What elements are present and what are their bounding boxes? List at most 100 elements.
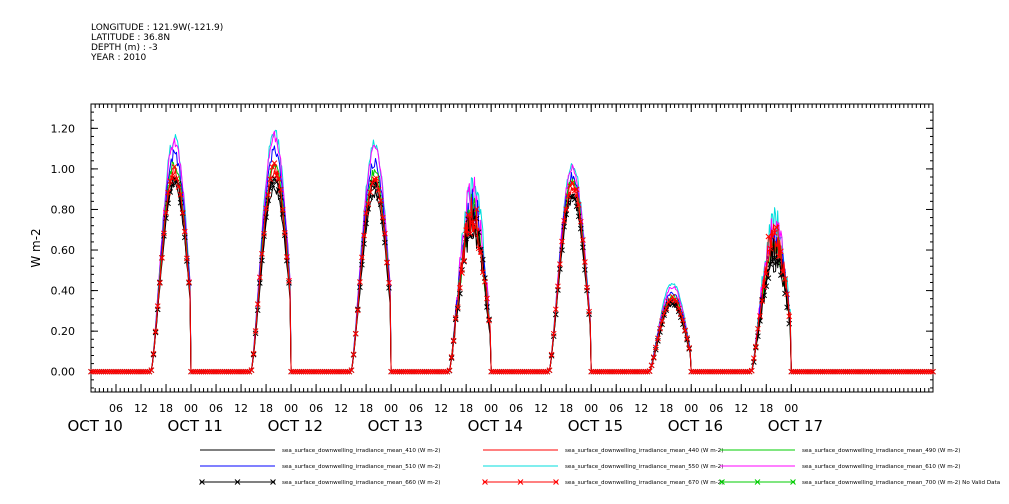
x-hour-label: 06 bbox=[509, 402, 523, 415]
series-marker bbox=[525, 368, 532, 375]
series-marker bbox=[398, 368, 405, 375]
series-marker bbox=[500, 368, 507, 375]
series-marker bbox=[771, 254, 778, 261]
series-marker bbox=[484, 304, 490, 310]
series-marker bbox=[363, 210, 369, 217]
x-hour-label: 06 bbox=[309, 402, 323, 415]
series-marker bbox=[855, 368, 861, 375]
series-marker bbox=[523, 368, 530, 375]
series-marker bbox=[796, 368, 803, 375]
series-marker bbox=[636, 368, 642, 375]
series-marker bbox=[788, 368, 795, 375]
series-marker bbox=[190, 368, 196, 375]
series-marker bbox=[548, 351, 555, 358]
series-marker bbox=[202, 368, 209, 375]
series-marker bbox=[479, 269, 486, 276]
series-line-4 bbox=[91, 145, 933, 373]
series-marker bbox=[409, 368, 415, 375]
series-marker bbox=[663, 305, 670, 312]
series-marker bbox=[486, 317, 492, 324]
series-marker bbox=[571, 196, 578, 203]
y-tick-label: 0.60 bbox=[51, 244, 76, 257]
series-marker bbox=[231, 368, 238, 375]
series-marker bbox=[769, 233, 776, 240]
series-marker bbox=[313, 368, 319, 375]
series-marker bbox=[732, 368, 738, 375]
series-marker bbox=[123, 368, 130, 375]
series-marker bbox=[550, 330, 557, 337]
x-hour-label: 18 bbox=[259, 402, 273, 415]
series-marker bbox=[811, 368, 818, 375]
series-marker bbox=[206, 368, 213, 375]
series-marker bbox=[417, 368, 424, 375]
series-marker bbox=[863, 368, 870, 375]
series-marker bbox=[900, 368, 907, 375]
series-marker bbox=[482, 278, 488, 285]
series-marker bbox=[573, 186, 580, 193]
series-marker bbox=[696, 368, 703, 375]
y-tick-label: 0.80 bbox=[51, 203, 76, 216]
x-day-label: OCT 14 bbox=[468, 417, 523, 435]
legend-marker bbox=[482, 479, 488, 485]
series-marker bbox=[379, 214, 386, 221]
series-marker bbox=[859, 368, 865, 375]
series-marker bbox=[867, 368, 874, 375]
x-hour-label: 06 bbox=[209, 402, 223, 415]
series-marker bbox=[917, 368, 924, 375]
series-marker bbox=[304, 368, 311, 375]
series-marker bbox=[905, 368, 911, 375]
series-marker bbox=[436, 368, 442, 375]
series-marker bbox=[750, 355, 757, 362]
series-marker bbox=[369, 180, 376, 187]
series-line-3 bbox=[91, 161, 933, 373]
series-marker bbox=[888, 368, 895, 375]
series-line-8 bbox=[91, 162, 933, 373]
series-marker bbox=[121, 368, 128, 375]
y-tick-label: 1.20 bbox=[51, 122, 76, 135]
series-marker bbox=[857, 368, 863, 375]
series-marker bbox=[719, 368, 726, 375]
series-marker bbox=[471, 223, 478, 230]
x-day-label: OCT 10 bbox=[68, 417, 123, 435]
series-marker bbox=[717, 368, 724, 375]
series-marker bbox=[669, 293, 676, 300]
legend-marker bbox=[234, 479, 241, 485]
legend-label-6: sea_surface_downwelling_irradiance_mean_… bbox=[802, 464, 960, 470]
series-marker bbox=[284, 254, 290, 260]
legend-label-3: sea_surface_downwelling_irradiance_mean_… bbox=[802, 448, 960, 454]
legend-marker bbox=[270, 479, 276, 485]
series-marker bbox=[463, 227, 469, 234]
series-marker bbox=[557, 261, 563, 267]
series-marker bbox=[532, 368, 538, 375]
series-marker bbox=[477, 249, 484, 255]
series-marker bbox=[909, 368, 916, 375]
legend-marker bbox=[790, 479, 796, 485]
legend-label-4: sea_surface_downwelling_irradiance_mean_… bbox=[282, 464, 440, 470]
series-marker bbox=[300, 368, 307, 375]
series-marker bbox=[359, 254, 365, 261]
series-marker bbox=[577, 218, 584, 225]
series-marker bbox=[771, 230, 778, 236]
series-marker bbox=[354, 307, 361, 314]
series-marker bbox=[825, 368, 832, 375]
series-marker bbox=[490, 368, 497, 375]
series-marker bbox=[131, 368, 138, 375]
series-marker bbox=[782, 276, 788, 282]
series-marker bbox=[509, 368, 515, 375]
series-marker bbox=[734, 368, 740, 375]
series-marker bbox=[838, 368, 845, 375]
series-marker bbox=[630, 368, 636, 375]
series-marker bbox=[269, 181, 276, 188]
series-marker bbox=[794, 368, 801, 375]
series-marker bbox=[267, 176, 274, 182]
series-marker bbox=[561, 217, 567, 224]
x-hour-label: 00 bbox=[284, 402, 298, 415]
series-marker bbox=[821, 368, 828, 375]
series-marker bbox=[569, 180, 576, 186]
series-marker bbox=[296, 368, 303, 375]
series-marker bbox=[721, 368, 728, 375]
series-marker bbox=[469, 219, 476, 225]
series-marker bbox=[763, 271, 770, 277]
series-marker bbox=[252, 328, 259, 334]
series-marker bbox=[682, 327, 688, 334]
